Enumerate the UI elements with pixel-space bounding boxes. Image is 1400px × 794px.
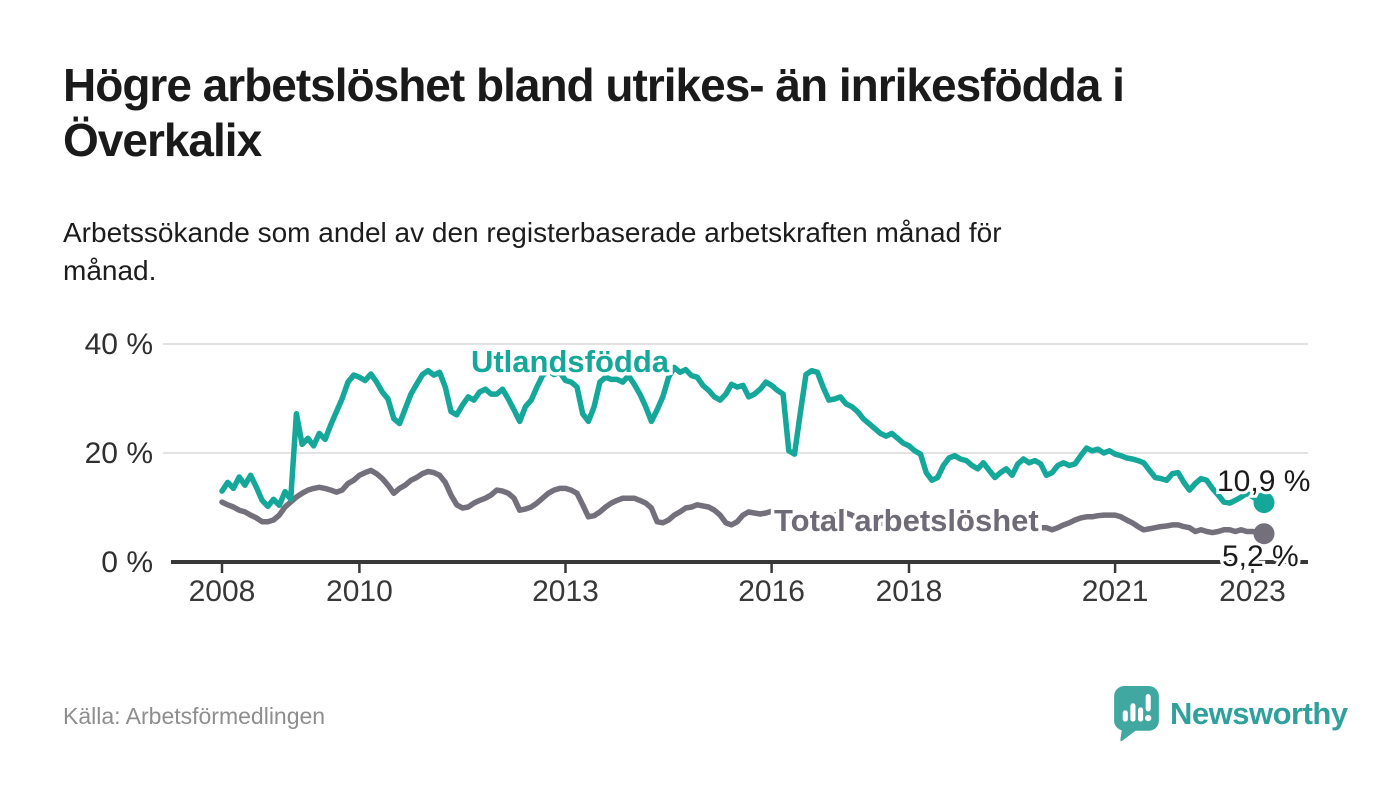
logo-bubble-shape bbox=[1114, 686, 1159, 742]
page-title-line-2: Överkalix bbox=[63, 114, 262, 166]
total-end-value-label: 5,2 % bbox=[1222, 540, 1299, 573]
series-lines bbox=[219, 364, 1267, 537]
page-subtitle-line-2: månad. bbox=[63, 255, 157, 286]
y-axis-labels: 40 % 20 % 0 % bbox=[85, 328, 153, 579]
x-axis-labels: 2008 2010 2013 2016 2018 2021 2023 bbox=[189, 575, 1286, 608]
x-tick-label-2021: 2021 bbox=[1082, 575, 1149, 608]
utlandsfodda-end-dot bbox=[1253, 492, 1275, 514]
gridlines bbox=[163, 343, 1308, 454]
utlandsfodda-series-label: Utlandsfödda bbox=[471, 344, 670, 379]
utlandsfodda-line bbox=[219, 364, 1267, 510]
page-title-line-1: Högre arbetslöshet bland utrikes- än inr… bbox=[63, 59, 1125, 111]
newsworthy-logo-icon bbox=[1114, 686, 1159, 742]
x-tick-label-2008: 2008 bbox=[189, 575, 256, 608]
x-tick-label-2013: 2013 bbox=[532, 575, 599, 608]
y-tick-label-40: 40 % bbox=[85, 328, 153, 361]
utlandsfodda-end-value-label: 10,9 % bbox=[1217, 465, 1310, 498]
chart-svg: 2008 2010 2013 2016 2018 2021 2023 40 % 20 % 0 %… bbox=[85, 328, 1314, 608]
x-axis-ticks bbox=[220, 564, 1254, 573]
newsworthy-logo-text: Newsworthy bbox=[1170, 696, 1348, 731]
source-note: Källa: Arbetsförmedlingen bbox=[63, 703, 326, 729]
page-subtitle: Arbetssökande som andel av den registerb… bbox=[63, 214, 1313, 290]
x-tick-label-2010: 2010 bbox=[326, 575, 393, 608]
y-tick-label-20: 20 % bbox=[85, 437, 153, 470]
y-tick-label-0: 0 % bbox=[101, 546, 153, 579]
total-arbetsloshet-series-label: Total arbetslöshet bbox=[774, 503, 1039, 538]
total-arbetsloshet-line bbox=[219, 467, 1267, 537]
page-subtitle-line-1: Arbetssökande som andel av den registerb… bbox=[63, 217, 1002, 248]
x-tick-label-2023: 2023 bbox=[1219, 575, 1286, 608]
newsworthy-logo: Newsworthy bbox=[1114, 686, 1348, 742]
line-chart: 2008 2010 2013 2016 2018 2021 2023 40 % 20 % 0 %… bbox=[0, 320, 1400, 620]
page-title: Högre arbetslöshet bland utrikes- än inr… bbox=[63, 58, 1363, 168]
x-tick-label-2016: 2016 bbox=[738, 575, 805, 608]
logo-bars-icon bbox=[1122, 694, 1152, 722]
total-end-dot bbox=[1253, 523, 1275, 545]
x-tick-label-2018: 2018 bbox=[876, 575, 943, 608]
